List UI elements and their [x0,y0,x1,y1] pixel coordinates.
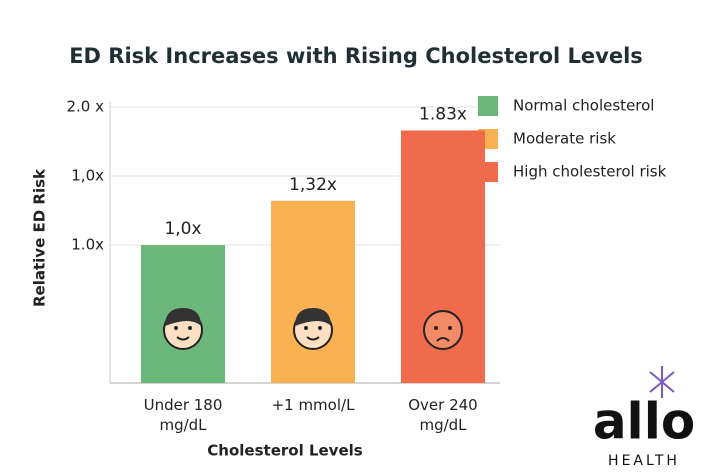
x-tick-label: Under 180 mg/dL [143,396,223,434]
x-axis-label: Cholesterol Levels [207,442,362,460]
eye [434,326,438,330]
logo-mark [649,366,675,398]
y-tick-label: 1.0x [71,236,104,254]
face [423,310,463,350]
logo-sub: HEALTH [608,453,680,469]
y-axis-label: Relative ED Risk [31,168,49,307]
mouth [176,336,190,341]
eye [304,326,308,330]
face-icon [163,308,203,350]
value-label: 1,32x [289,175,337,195]
x-tick-label: Over 240 mg/dL [408,396,478,434]
legend-swatch [478,162,498,182]
face-icon [293,308,333,350]
eye [318,326,322,330]
mouth [306,336,320,341]
legend-label: Moderate risk [513,130,616,148]
legend-label: Normal cholesterol [513,97,654,115]
legend-label: High cholesterol risk [513,163,667,181]
legend-swatch [478,96,498,116]
eye [448,326,452,330]
y-tick-label: 1,0x [71,167,104,185]
hair [165,308,201,326]
bar [271,200,355,383]
value-label: 1,0x [164,219,201,239]
face-icon [423,310,463,350]
eye [188,326,192,330]
x-tick-label: +1 mmol/L [271,396,355,414]
mouth [436,337,450,342]
chart-title: ED Risk Increases with Rising Cholestero… [69,44,643,68]
y-tick-label: 2.0 x [67,98,105,116]
hair [295,308,331,326]
logo-name: allo [593,393,695,451]
eye [174,326,178,330]
value-label: 1.83x [419,104,467,124]
